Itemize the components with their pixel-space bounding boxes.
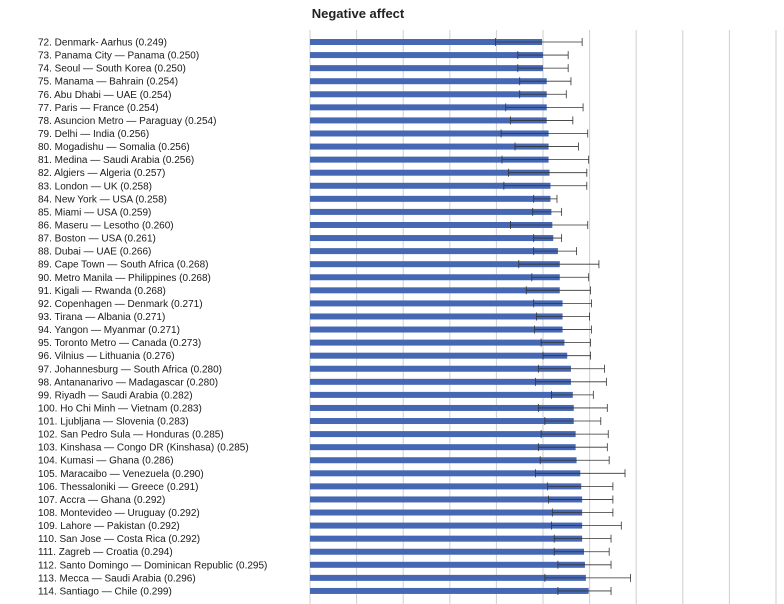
category-label: 82. Algiers — Algeria (0.257) bbox=[38, 168, 165, 179]
category-label: 112. Santo Domingo — Dominican Republic … bbox=[38, 560, 267, 571]
category-label: 94. Yangon — Myanmar (0.271) bbox=[38, 325, 180, 336]
bar bbox=[310, 418, 574, 425]
bar bbox=[310, 208, 552, 215]
bar bbox=[310, 39, 543, 45]
bar bbox=[310, 365, 571, 372]
category-label: 79. Delhi — India (0.256) bbox=[38, 129, 149, 140]
bar bbox=[310, 235, 554, 242]
category-label: 76. Abu Dhabi — UAE (0.254) bbox=[38, 90, 171, 101]
category-label: 99. Riyadh — Saudi Arabia (0.282) bbox=[38, 390, 193, 401]
category-label: 88. Dubai — UAE (0.266) bbox=[38, 247, 151, 258]
category-label: 114. Santiago — Chile (0.299) bbox=[38, 586, 172, 597]
bar bbox=[310, 248, 558, 255]
bar bbox=[310, 274, 560, 281]
category-label: 100. Ho Chi Minh — Vietnam (0.283) bbox=[38, 403, 202, 414]
bar bbox=[310, 117, 547, 124]
bar bbox=[310, 65, 543, 72]
category-label: 110. San Jose — Costa Rica (0.292) bbox=[38, 534, 200, 545]
category-label: 102. San Pedro Sula — Honduras (0.285) bbox=[38, 430, 224, 441]
category-label: 104. Kumasi — Ghana (0.286) bbox=[38, 456, 174, 467]
category-label: 72. Denmark- Aarhus (0.249) bbox=[38, 38, 167, 49]
bar bbox=[310, 52, 543, 59]
category-label: 83. London — UK (0.258) bbox=[38, 181, 152, 192]
category-label: 106. Thessaloniki — Greece (0.291) bbox=[38, 482, 198, 493]
category-label: 101. Ljubljana — Slovenia (0.283) bbox=[38, 417, 189, 428]
bar bbox=[310, 352, 568, 359]
category-label: 105. Maracaibo — Venezuela (0.290) bbox=[38, 469, 204, 480]
bar bbox=[310, 169, 550, 176]
bar bbox=[310, 587, 589, 594]
bar bbox=[310, 78, 547, 85]
bar bbox=[310, 561, 585, 568]
category-label: 75. Manama — Bahrain (0.254) bbox=[38, 77, 178, 88]
category-label: 86. Maseru — Lesotho (0.260) bbox=[38, 220, 174, 231]
category-label: 77. Paris — France (0.254) bbox=[38, 103, 159, 114]
category-label: 111. Zagreb — Croatia (0.294) bbox=[38, 547, 173, 558]
chart-title: Negative affect bbox=[311, 6, 405, 21]
category-label: 78. Asuncion Metro — Paraguay (0.254) bbox=[38, 116, 216, 127]
category-label: 93. Tirana — Albania (0.271) bbox=[38, 312, 165, 323]
bar bbox=[310, 261, 560, 268]
category-label: 113. Mecca — Saudi Arabia (0.296) bbox=[38, 573, 196, 584]
category-label: 109. Lahore — Pakistan (0.292) bbox=[38, 521, 180, 532]
category-label: 90. Metro Manila — Philippines (0.268) bbox=[38, 273, 211, 284]
bar bbox=[310, 431, 576, 438]
bar bbox=[310, 156, 549, 163]
bar bbox=[310, 483, 582, 490]
bar bbox=[310, 221, 553, 228]
bar bbox=[310, 287, 560, 294]
bar bbox=[310, 182, 551, 189]
bar bbox=[310, 522, 583, 529]
bar bbox=[310, 104, 547, 111]
category-label: 80. Mogadishu — Somalia (0.256) bbox=[38, 142, 190, 153]
bar bbox=[310, 313, 563, 320]
bar bbox=[310, 535, 583, 542]
category-label: 108. Montevideo — Uruguay (0.292) bbox=[38, 508, 200, 519]
category-label: 107. Accra — Ghana (0.292) bbox=[38, 495, 165, 506]
bar bbox=[310, 457, 577, 464]
bar bbox=[310, 326, 563, 333]
category-label: 85. Miami — USA (0.259) bbox=[38, 207, 151, 218]
category-label: 84. New York — USA (0.258) bbox=[38, 194, 167, 205]
bar bbox=[310, 378, 571, 385]
category-label: 98. Antananarivo — Madagascar (0.280) bbox=[38, 377, 218, 388]
bar bbox=[310, 470, 581, 477]
bar bbox=[310, 300, 563, 307]
bar bbox=[310, 496, 583, 503]
category-label: 91. Kigali — Rwanda (0.268) bbox=[38, 286, 166, 297]
category-label: 87. Boston — USA (0.261) bbox=[38, 234, 156, 245]
bar bbox=[310, 509, 583, 516]
bar bbox=[310, 339, 565, 346]
category-label: 97. Johannesburg — South Africa (0.280) bbox=[38, 364, 222, 375]
category-label: 74. Seoul — South Korea (0.250) bbox=[38, 64, 186, 75]
bar bbox=[310, 143, 549, 150]
bar bbox=[310, 130, 549, 137]
bar bbox=[310, 574, 586, 581]
category-label: 81. Medina — Saudi Arabia (0.256) bbox=[38, 155, 194, 166]
bar bbox=[310, 548, 585, 555]
category-label: 96. Vilnius — Lithuania (0.276) bbox=[38, 351, 175, 362]
bar bbox=[310, 444, 576, 451]
category-label: 95. Toronto Metro — Canada (0.273) bbox=[38, 338, 201, 349]
bar bbox=[310, 195, 551, 202]
category-label: 89. Cape Town — South Africa (0.268) bbox=[38, 260, 208, 271]
category-label: 73. Panama City — Panama (0.250) bbox=[38, 51, 199, 62]
bar bbox=[310, 91, 547, 98]
category-label: 103. Kinshasa — Congo DR (Kinshasa) (0.2… bbox=[38, 443, 249, 454]
bar bbox=[310, 391, 573, 398]
category-label: 92. Copenhagen — Denmark (0.271) bbox=[38, 299, 203, 310]
bar bbox=[310, 404, 574, 411]
